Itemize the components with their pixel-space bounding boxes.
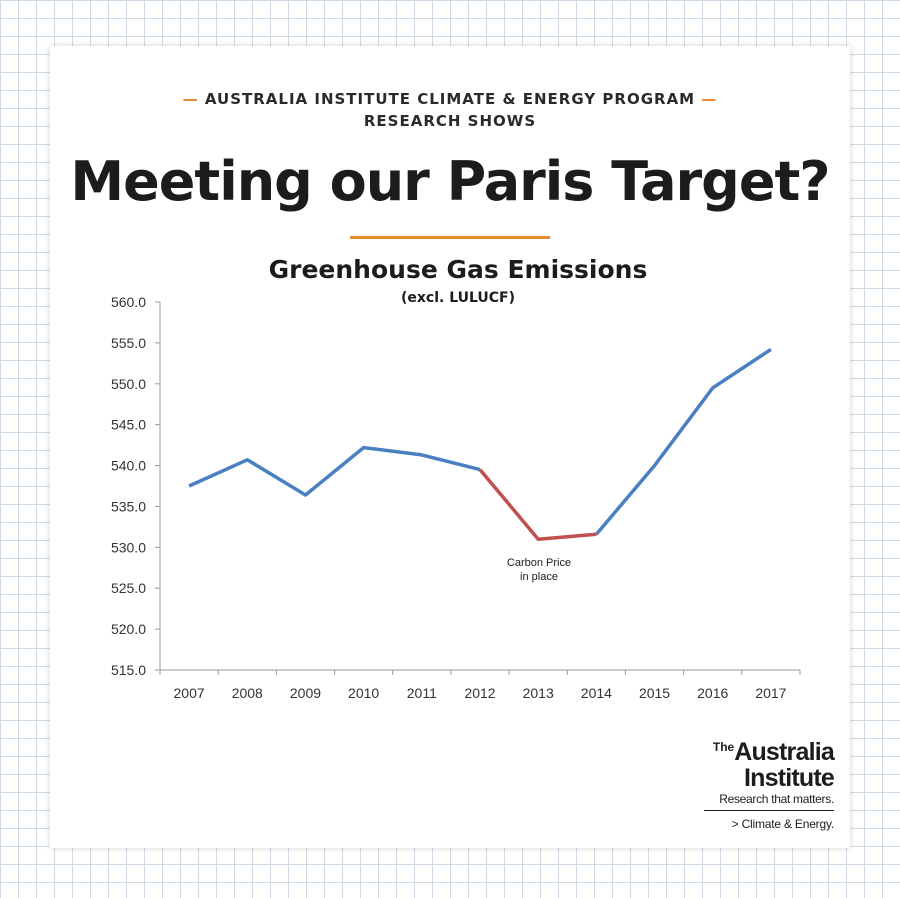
y-tick-label: 525.0 — [111, 580, 146, 596]
x-tick-label: 2013 — [523, 685, 554, 701]
x-axis-ticks: 2007 2008 2009 2010 2011 2012 2013 2014 2015 2016… — [159, 670, 801, 701]
emissions-chart: Greenhouse Gas Emissions (excl. LULUCF) … — [111, 255, 801, 701]
kicker-line-1-text: AUSTRALIA INSTITUTE CLIMATE & ENERGY PRO… — [204, 90, 696, 108]
australia-institute-logo: TheAustralia Institute Research that mat… — [704, 734, 835, 831]
x-tick-label: 2007 — [174, 685, 205, 701]
series-lines — [188, 347, 772, 541]
kicker-line-1: — AUSTRALIA INSTITUTE CLIMATE & ENERGY P… — [50, 88, 850, 110]
annotation-line-2: in place — [520, 571, 558, 583]
infographic-card: — AUSTRALIA INSTITUTE CLIMATE & ENERGY P… — [50, 46, 850, 848]
carbon-price-line — [478, 468, 597, 541]
chart-title: Greenhouse Gas Emissions — [269, 255, 648, 284]
title-divider — [350, 236, 550, 239]
kicker-line-2: RESEARCH SHOWS — [363, 112, 537, 130]
annotation-line-1: Carbon Price — [507, 557, 571, 569]
x-tick-label: 2012 — [464, 685, 495, 701]
page-title: Meeting our Paris Target? — [70, 150, 830, 213]
x-tick-label: 2015 — [639, 685, 670, 701]
logo-line-1: TheAustralia — [704, 734, 835, 766]
x-tick-label: 2016 — [697, 685, 728, 701]
x-tick-label: 2009 — [290, 685, 321, 701]
y-tick-label: 550.0 — [111, 376, 146, 392]
series-line-after — [595, 347, 772, 536]
x-tick-label: 2011 — [407, 685, 437, 701]
kicker-dash-right: — — [701, 90, 718, 108]
logo-divider — [704, 810, 834, 811]
logo-tagline: Research that matters. — [719, 792, 834, 806]
kicker-dash-left: — — [182, 90, 199, 108]
y-tick-label: 515.0 — [111, 662, 146, 678]
y-axis-ticks: 515.0 520.0 525.0 530.0 535.0 540.0 545.0 550.0… — [111, 294, 160, 678]
carbon-price-annotation: Carbon Price in place — [507, 557, 571, 583]
y-tick-label: 540.0 — [111, 458, 146, 474]
program-label: > Climate & Energy. — [731, 817, 835, 831]
kicker: — AUSTRALIA INSTITUTE CLIMATE & ENERGY P… — [50, 88, 850, 132]
y-tick-label: 545.0 — [111, 417, 146, 433]
chart-axes — [159, 302, 800, 671]
chart-subtitle: (excl. LULUCF) — [401, 290, 515, 306]
x-tick-label: 2010 — [348, 685, 379, 701]
y-tick-label: 520.0 — [111, 621, 146, 637]
y-tick-label: 530.0 — [111, 539, 146, 555]
x-tick-label: 2014 — [581, 685, 612, 701]
logo-the: The — [712, 740, 735, 754]
y-tick-label: 560.0 — [111, 294, 146, 310]
logo-line-2: Institute — [743, 764, 835, 792]
logo-australia: Australia — [734, 738, 835, 766]
x-tick-label: 2008 — [232, 685, 263, 701]
series-line-before — [188, 445, 481, 497]
y-tick-label: 555.0 — [111, 335, 146, 351]
y-tick-label: 535.0 — [111, 498, 146, 514]
x-tick-label: 2017 — [755, 685, 786, 701]
